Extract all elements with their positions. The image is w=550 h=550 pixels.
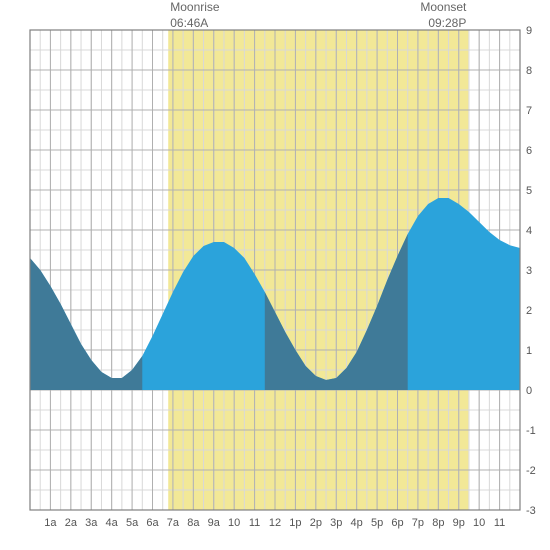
svg-text:2p: 2p (310, 517, 322, 529)
svg-text:3: 3 (526, 265, 532, 277)
svg-text:12: 12 (269, 517, 281, 529)
svg-text:-2: -2 (526, 465, 536, 477)
chart-svg: -3-2-101234567891a2a3a4a5a6a7a8a9a101112… (0, 0, 550, 550)
svg-text:9a: 9a (208, 517, 221, 529)
svg-text:9p: 9p (453, 517, 465, 529)
svg-text:-1: -1 (526, 425, 536, 437)
moonrise-annotation: Moonrise 06:46A (170, 0, 219, 31)
svg-text:9: 9 (526, 25, 532, 37)
moonrise-label: Moonrise (170, 0, 219, 16)
svg-text:7p: 7p (412, 517, 424, 529)
svg-text:3p: 3p (330, 517, 342, 529)
svg-text:2: 2 (526, 305, 532, 317)
moonset-annotation: Moonset 09:28P (420, 0, 466, 31)
svg-text:5: 5 (526, 185, 532, 197)
svg-text:8: 8 (526, 65, 532, 77)
svg-text:-3: -3 (526, 505, 536, 517)
svg-text:10: 10 (473, 517, 485, 529)
moonset-label: Moonset (420, 0, 466, 16)
moonset-time: 09:28P (420, 16, 466, 32)
tide-chart: Moonrise 06:46A Moonset 09:28P -3-2-1012… (0, 0, 550, 550)
svg-text:8p: 8p (432, 517, 444, 529)
svg-text:5a: 5a (126, 517, 139, 529)
svg-text:4: 4 (526, 225, 532, 237)
svg-text:1: 1 (526, 345, 532, 357)
svg-text:4p: 4p (351, 517, 363, 529)
svg-text:1p: 1p (289, 517, 301, 529)
svg-text:10: 10 (228, 517, 240, 529)
moonrise-time: 06:46A (170, 16, 219, 32)
svg-text:7a: 7a (167, 517, 180, 529)
svg-text:6p: 6p (391, 517, 403, 529)
svg-text:1a: 1a (44, 517, 57, 529)
svg-text:11: 11 (494, 517, 505, 529)
svg-text:3a: 3a (85, 517, 98, 529)
svg-text:8a: 8a (187, 517, 200, 529)
svg-text:0: 0 (526, 385, 532, 397)
svg-text:6a: 6a (146, 517, 159, 529)
svg-text:7: 7 (526, 105, 532, 117)
svg-text:2a: 2a (65, 517, 78, 529)
svg-text:5p: 5p (371, 517, 383, 529)
svg-text:6: 6 (526, 145, 532, 157)
svg-text:4a: 4a (106, 517, 119, 529)
svg-text:11: 11 (249, 517, 260, 529)
